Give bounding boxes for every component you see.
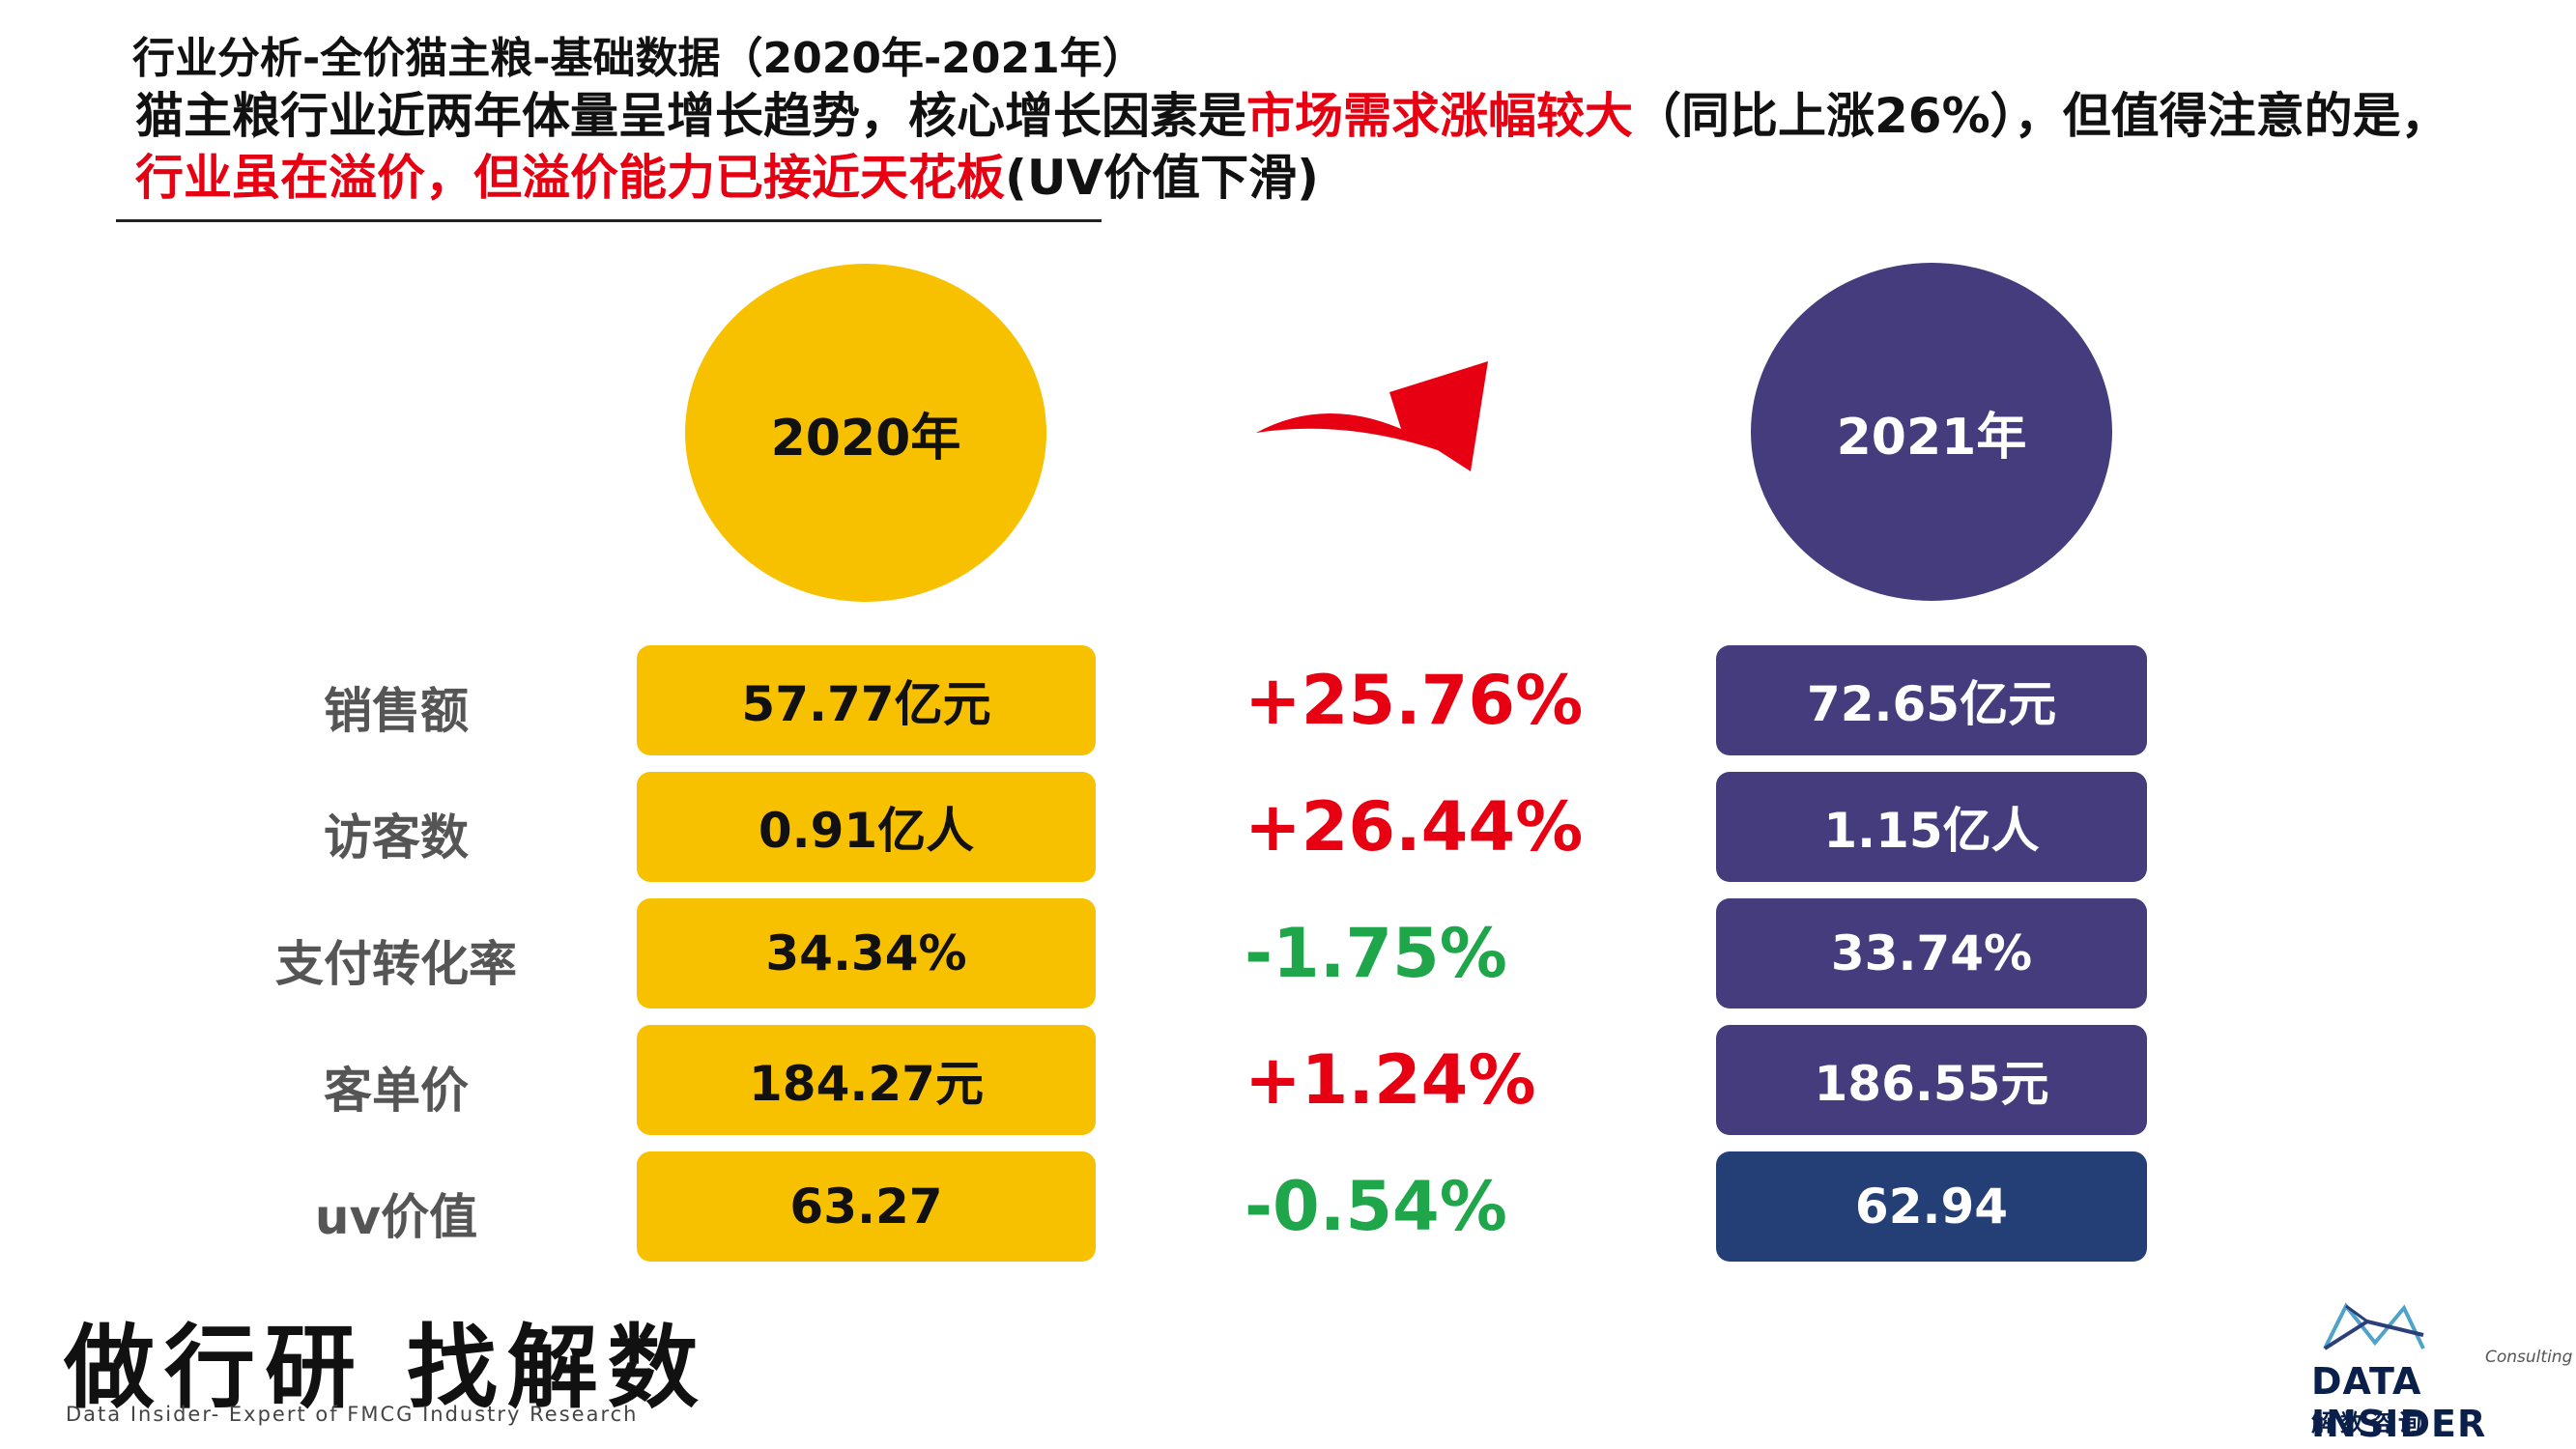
data-insider-logo-icon <box>2323 1302 2425 1350</box>
change-percent: -1.75% <box>1245 914 1507 993</box>
headline-part-3: (UV价值下滑) <box>1005 150 1319 206</box>
value-2021-box: 62.94 <box>1716 1151 2147 1262</box>
title-divider <box>116 219 1102 222</box>
logo-consulting-text: Consulting <box>2485 1348 2573 1367</box>
metric-label: 支付转化率 <box>275 936 517 992</box>
change-percent: -0.54% <box>1245 1167 1507 1246</box>
change-percent: +25.76% <box>1245 661 1584 740</box>
value-2021-box: 1.15亿人 <box>1716 772 2147 882</box>
value-2020-box: 63.27 <box>637 1151 1096 1262</box>
change-percent: +1.24% <box>1245 1040 1536 1120</box>
year-2021-circle: 2021年 <box>1751 263 2112 601</box>
page-headline: 猫主粮行业近两年体量呈增长趋势，核心增长因素是市场需求涨幅较大（同比上涨26%）… <box>135 85 2493 209</box>
year-2020-circle: 2020年 <box>685 264 1046 602</box>
headline-highlight-1: 市场需求涨幅较大 <box>1246 88 1633 144</box>
metric-label: 访客数 <box>324 810 469 866</box>
brand-tagline: Data Insider- Expert of FMCG Industry Re… <box>66 1403 639 1426</box>
page-subtitle: 行业分析-全价猫主粮-基础数据（2020年-2021年） <box>132 34 1145 83</box>
growth-arrow-icon <box>1256 361 1488 471</box>
logo-chinese-text: 解数咨询 <box>2311 1409 2427 1436</box>
headline-highlight-2: 行业虽在溢价，但溢价能力已接近天花板 <box>135 150 1005 206</box>
value-2021-box: 72.65亿元 <box>1716 645 2147 755</box>
value-2020-box: 57.77亿元 <box>637 645 1096 755</box>
metric-label: uv价值 <box>314 1189 478 1245</box>
value-2021-box: 33.74% <box>1716 898 2147 1009</box>
value-2020-box: 0.91亿人 <box>637 772 1096 882</box>
metric-label: 客单价 <box>324 1063 469 1119</box>
value-2021-box: 186.55元 <box>1716 1025 2147 1135</box>
brand-slogan: 做行研 找解数 <box>64 1316 708 1421</box>
value-2020-box: 34.34% <box>637 898 1096 1009</box>
headline-part-2: （同比上涨26%），但值得注意的是， <box>1633 88 2449 144</box>
year-2020-label: 2020年 <box>770 409 961 468</box>
logo-name-text: DATA INSIDER <box>2311 1360 2487 1445</box>
value-2020-box: 184.27元 <box>637 1025 1096 1135</box>
metric-label: 销售额 <box>324 683 469 739</box>
year-2021-label: 2021年 <box>1836 408 2027 467</box>
headline-part-1: 猫主粮行业近两年体量呈增长趋势，核心增长因素是 <box>135 88 1246 144</box>
change-percent: +26.44% <box>1245 787 1584 867</box>
